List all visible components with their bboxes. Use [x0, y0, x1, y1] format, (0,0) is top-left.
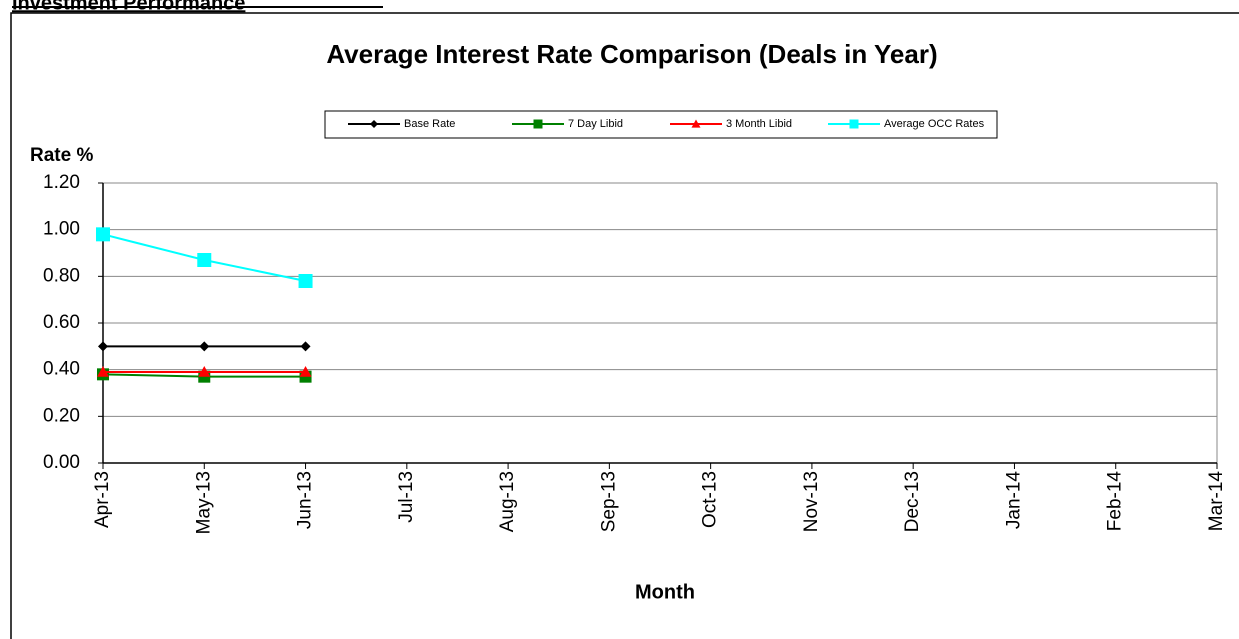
- marker: [691, 119, 701, 128]
- x-tick-label: Dec-13: [902, 471, 923, 532]
- y-tick-label: 1.00: [43, 219, 80, 240]
- x-tick-label: Feb-14: [1105, 471, 1126, 532]
- x-tick-label: Jan-14: [1003, 471, 1024, 530]
- legend-label: 3 Month Libid: [726, 118, 792, 130]
- legend-label: Base Rate: [404, 118, 455, 130]
- marker: [298, 274, 313, 288]
- x-tick-label: Nov-13: [801, 471, 822, 532]
- legend-label: Average OCC Rates: [884, 118, 985, 130]
- y-tick-label: 0.40: [43, 359, 80, 380]
- x-axis-label: Month: [635, 581, 695, 603]
- y-tick-label: 1.20: [43, 172, 80, 193]
- x-tick-label: Mar-14: [1206, 471, 1227, 532]
- y-tick-label: 0.80: [43, 265, 80, 286]
- x-tick-label: Jun-13: [295, 471, 316, 529]
- marker: [849, 119, 859, 129]
- chart-frame: [10, 12, 1239, 639]
- x-tick-label: Apr-13: [92, 471, 113, 528]
- marker: [198, 366, 211, 377]
- marker: [300, 341, 311, 352]
- marker: [98, 341, 108, 352]
- chart-title: Average Interest Rate Comparison (Deals …: [326, 39, 937, 69]
- marker: [199, 341, 210, 352]
- marker: [97, 366, 109, 377]
- marker: [299, 366, 312, 377]
- legend-label: 7 Day Libid: [568, 118, 623, 130]
- y-tick-label: 0.20: [43, 405, 80, 426]
- marker: [370, 120, 378, 128]
- legend-box: [324, 110, 998, 139]
- marker: [533, 119, 543, 129]
- x-tick-label: Sep-13: [598, 471, 619, 532]
- y-tick-label: 0.00: [43, 452, 80, 473]
- marker: [96, 227, 110, 242]
- x-tick-label: May-13: [193, 471, 214, 534]
- x-tick-label: Oct-13: [700, 471, 721, 528]
- y-tick-label: 0.60: [43, 312, 80, 333]
- x-tick-label: Jul-13: [396, 471, 417, 523]
- marker: [197, 253, 212, 267]
- x-tick-label: Aug-13: [497, 471, 518, 532]
- y-axis-label: Rate %: [30, 145, 93, 166]
